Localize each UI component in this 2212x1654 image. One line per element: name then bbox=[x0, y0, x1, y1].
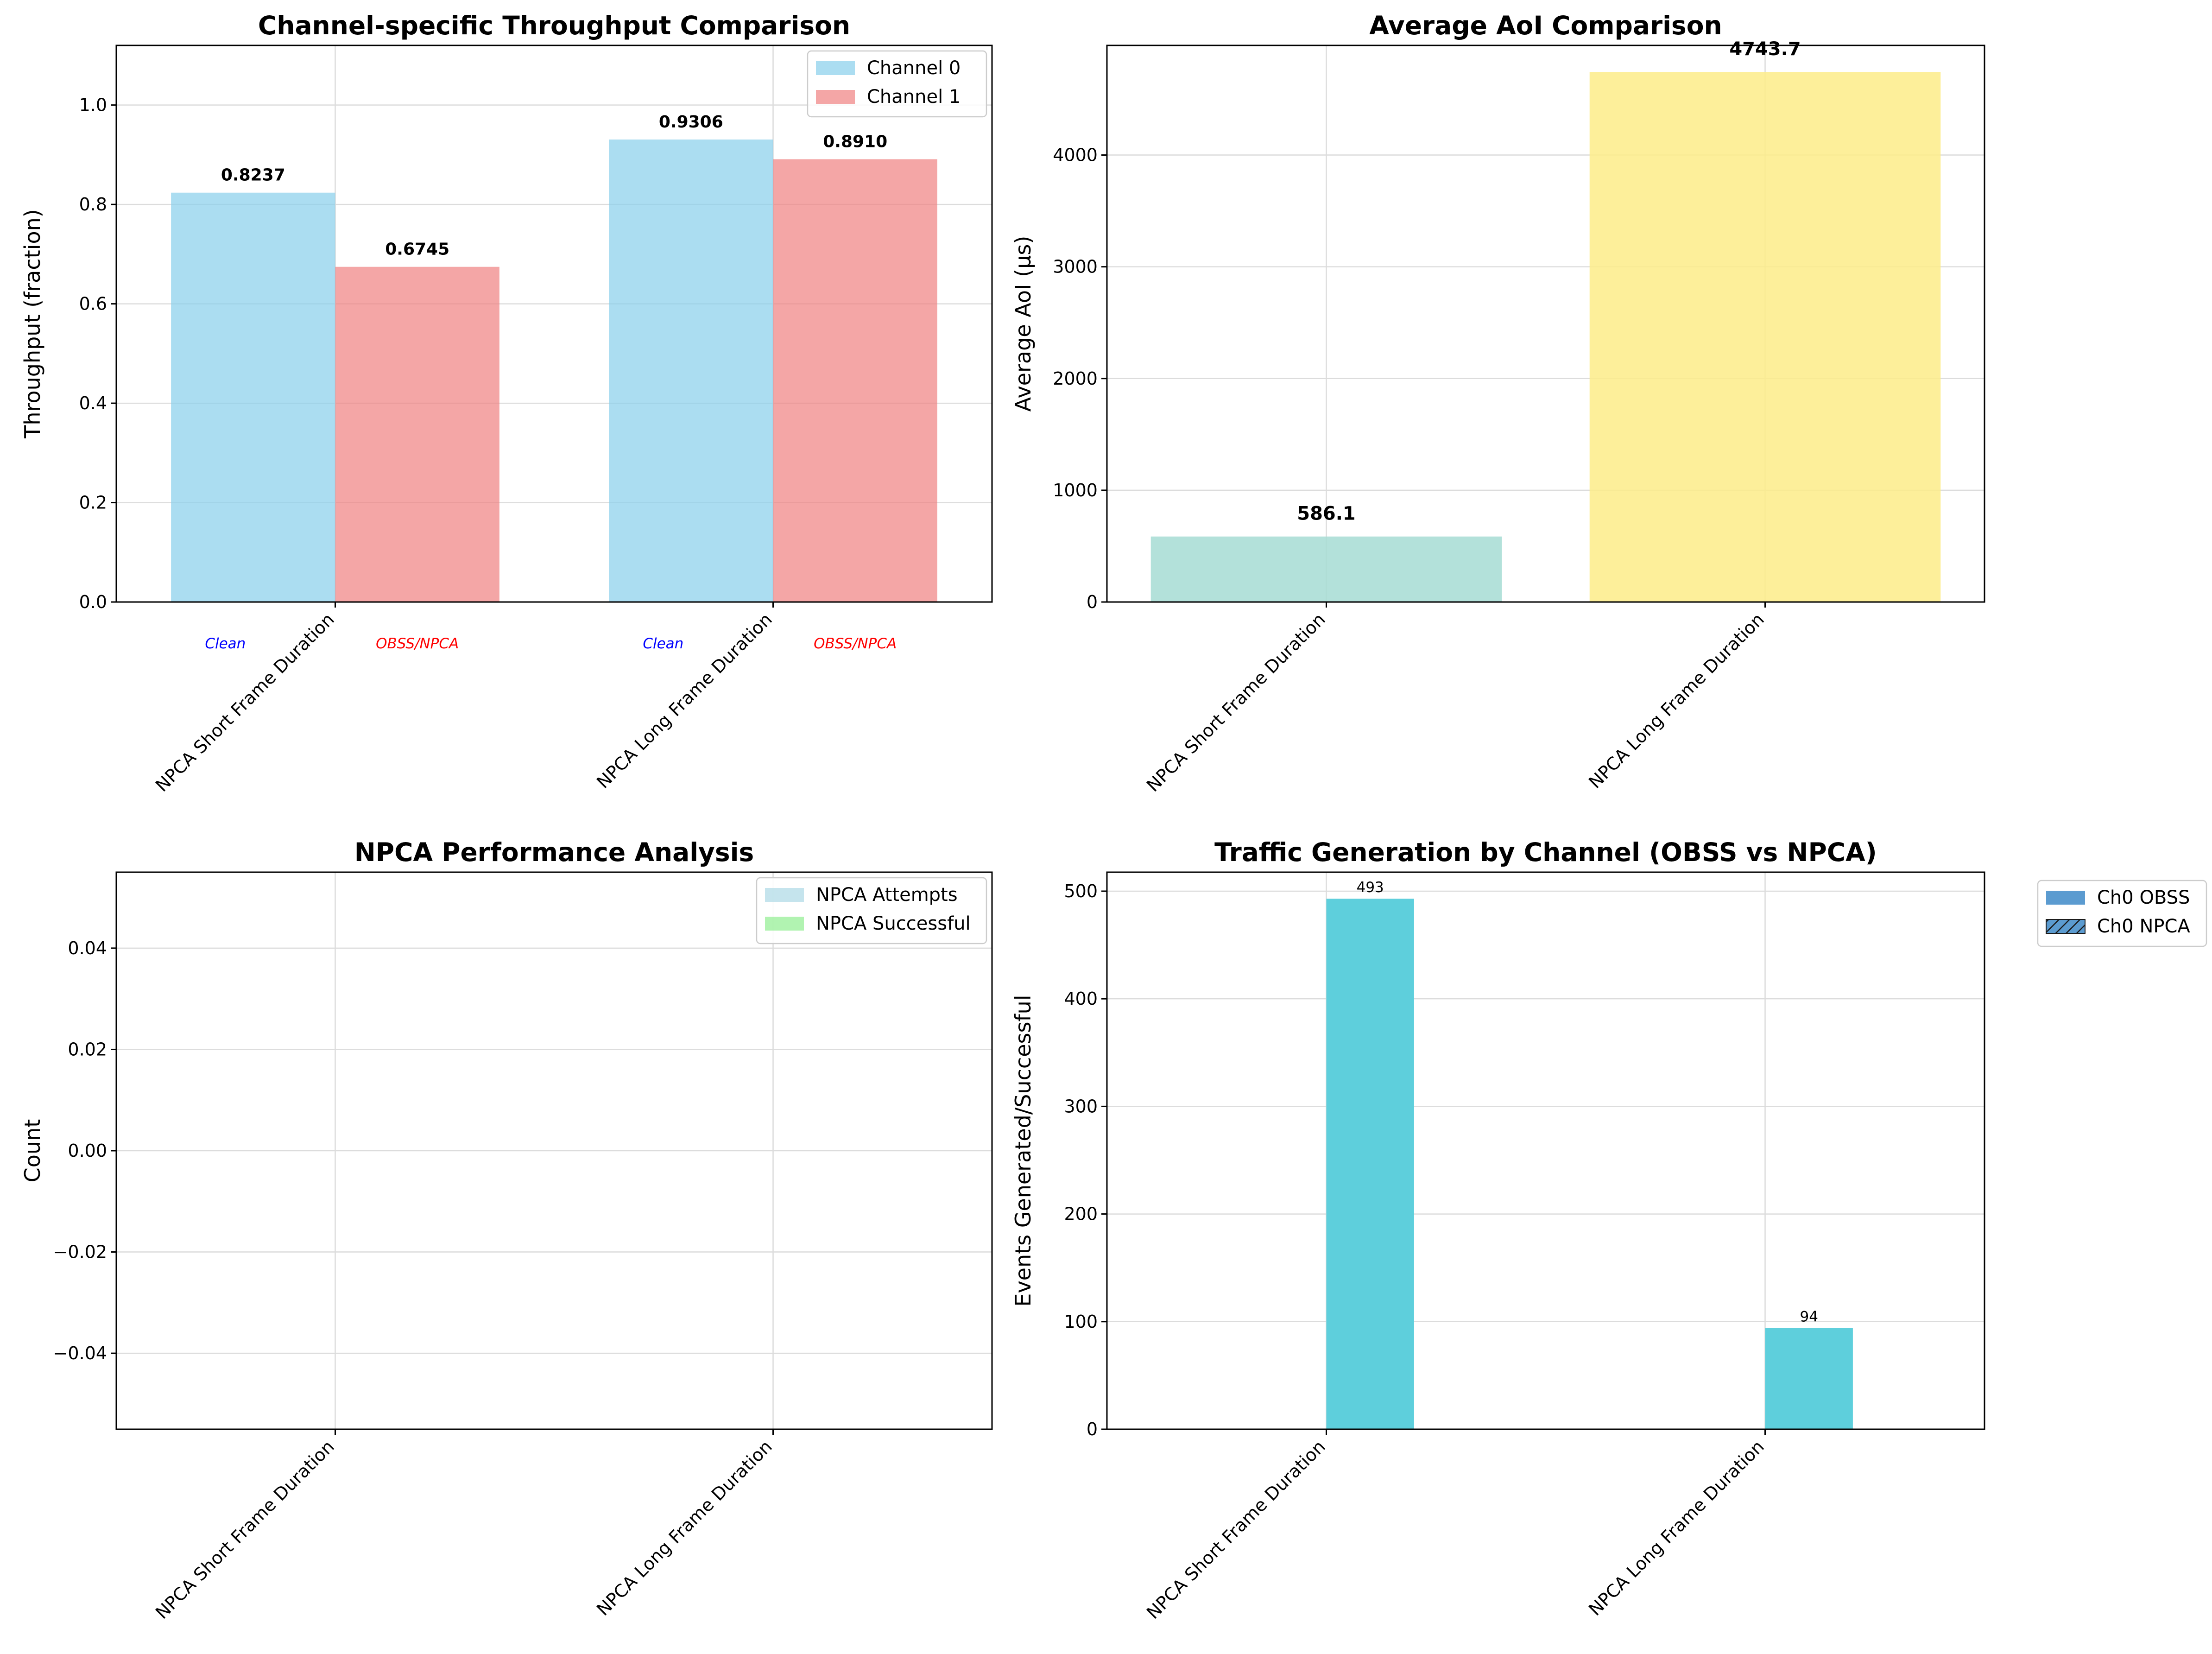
bar-annotation: OBSS/NPCA bbox=[814, 635, 897, 652]
bar-annotation: OBSS/NPCA bbox=[376, 635, 459, 652]
bar-value-label: 0.6745 bbox=[385, 240, 449, 259]
bar-value-label: 4743.7 bbox=[1729, 38, 1801, 60]
y-tick-label: 200 bbox=[1064, 1204, 1098, 1224]
bar-value-label: 0.8237 bbox=[221, 166, 285, 185]
bar bbox=[773, 159, 937, 602]
plot-frame bbox=[115, 44, 993, 603]
legend-swatch bbox=[2046, 891, 2085, 905]
throughput-chart: 0.8237 0.9306 0.6745 0.8910 0.0 0.2 0.4 0.6 0.8 1… bbox=[20, 11, 993, 796]
y-tick-label: 0.0 bbox=[79, 592, 107, 612]
legend-label: NPCA Successful bbox=[816, 913, 971, 934]
y-tick-label: 3000 bbox=[1053, 257, 1098, 277]
bar bbox=[1150, 536, 1502, 602]
legend-label: Channel 0 bbox=[867, 57, 961, 79]
bar-annotation: Clean bbox=[205, 635, 246, 652]
y-tick-label: 0 bbox=[1087, 1419, 1098, 1439]
legend-swatch bbox=[816, 90, 855, 104]
y-tick-label: 0.04 bbox=[68, 938, 107, 958]
bar bbox=[609, 139, 773, 602]
legend-swatch bbox=[765, 917, 804, 931]
legend-box bbox=[756, 877, 987, 944]
plot-frame bbox=[1106, 871, 1985, 1430]
y-tick-label: 100 bbox=[1064, 1312, 1098, 1332]
bar-value-label: 94 bbox=[1800, 1309, 1818, 1325]
bar-value-label: 0.8910 bbox=[823, 133, 887, 152]
y-tick-label: 0.6 bbox=[79, 294, 107, 314]
bar-value-label: 493 bbox=[1357, 879, 1384, 896]
bar-value-label: 0.9306 bbox=[659, 113, 723, 132]
y-tick-label: 0.2 bbox=[79, 493, 107, 513]
y-axis-label: Events Generated/Successful bbox=[1011, 995, 1036, 1306]
chart-title: NPCA Performance Analysis bbox=[354, 837, 754, 867]
y-tick-label: 500 bbox=[1064, 881, 1098, 901]
bar-annotation: Clean bbox=[643, 635, 683, 652]
y-tick-label: 400 bbox=[1064, 989, 1098, 1009]
y-tick-label: −0.02 bbox=[53, 1242, 107, 1262]
y-tick-label: −0.04 bbox=[53, 1343, 107, 1363]
legend-swatch bbox=[2046, 919, 2086, 934]
chart-title: Average AoI Comparison bbox=[1369, 11, 1722, 40]
y-tick-label: 1000 bbox=[1053, 480, 1098, 501]
bar bbox=[171, 192, 335, 602]
bar bbox=[1589, 72, 1941, 602]
bar bbox=[1765, 1328, 1853, 1429]
legend-swatch bbox=[816, 61, 855, 75]
y-tick-label: 1.0 bbox=[79, 95, 107, 115]
chart-title: Traffic Generation by Channel (OBSS vs N… bbox=[1214, 837, 1877, 867]
bar bbox=[1326, 899, 1414, 1429]
y-axis-label: Count bbox=[20, 1119, 45, 1183]
legend-label: Channel 1 bbox=[867, 86, 961, 108]
y-tick-label: 0.8 bbox=[79, 194, 107, 215]
legend-label: Ch0 NPCA bbox=[2097, 916, 2190, 937]
legend-swatch bbox=[765, 888, 804, 902]
y-axis-label: Throughput (fraction) bbox=[20, 209, 45, 438]
y-tick-label: 0 bbox=[1087, 592, 1098, 612]
y-axis-label: Average AoI (μs) bbox=[1011, 236, 1036, 412]
y-tick-label: 0.4 bbox=[79, 393, 107, 413]
y-tick-label: 0.02 bbox=[68, 1039, 107, 1059]
legend-label: NPCA Attempts bbox=[816, 884, 958, 906]
y-tick-label: 4000 bbox=[1053, 145, 1098, 165]
bar-value-label: 586.1 bbox=[1297, 503, 1356, 525]
bar bbox=[335, 266, 499, 602]
y-tick-label: 2000 bbox=[1053, 368, 1098, 389]
legend-label: Ch0 OBSS bbox=[2097, 887, 2190, 908]
chart-title: Channel-specific Throughput Comparison bbox=[258, 11, 850, 40]
y-tick-label: 300 bbox=[1064, 1096, 1098, 1116]
plot-frame bbox=[1106, 44, 1985, 603]
y-tick-label: 0.00 bbox=[68, 1141, 107, 1161]
